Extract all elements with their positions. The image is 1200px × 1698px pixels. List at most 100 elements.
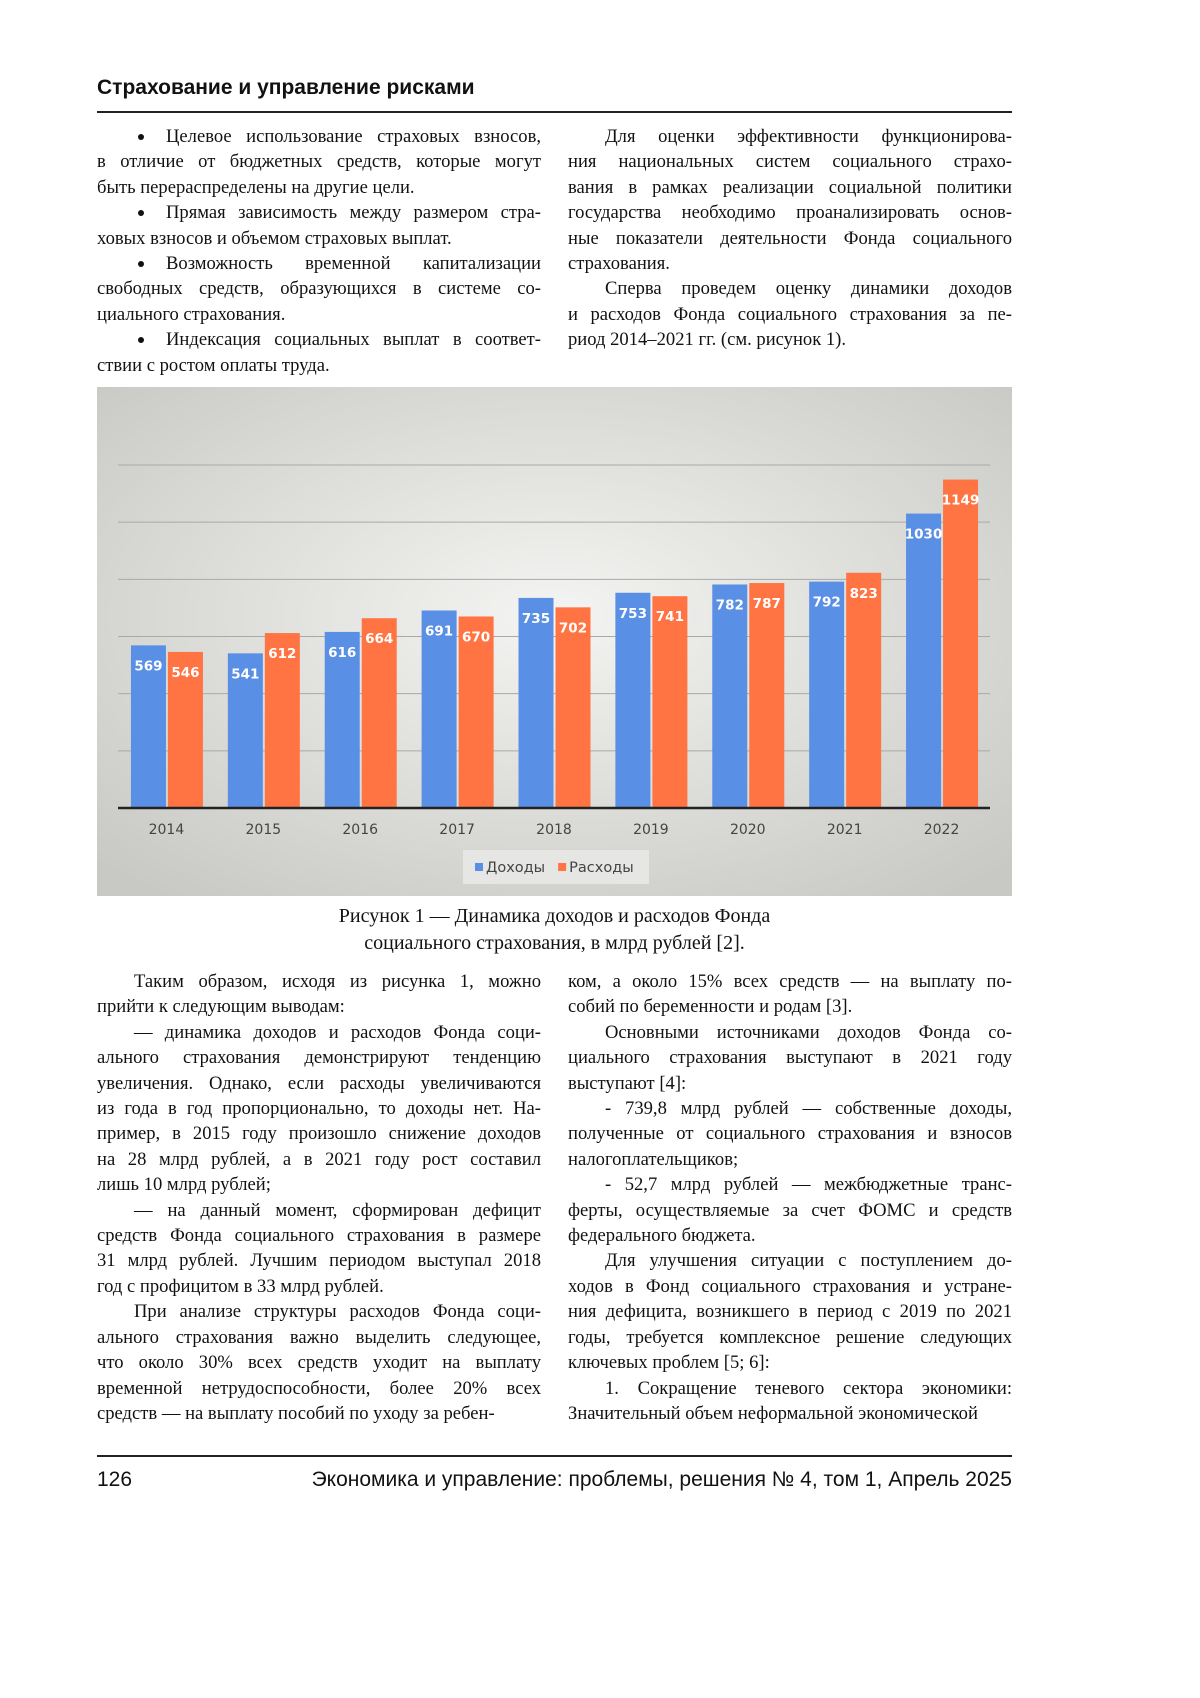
- paragraph: Таким образом, исходя из рисунка 1, можн…: [97, 969, 541, 1020]
- text: Сперва проведем оценку динамики доходов: [605, 278, 1012, 299]
- paragraph: Для улучшения ситуации с поступлением до…: [568, 1248, 1012, 1375]
- x-tick-label: 2018: [536, 822, 572, 838]
- bullet: [138, 261, 144, 267]
- caption-line: Рисунок 1 — Динамика доходов и расходов …: [97, 903, 1012, 930]
- text: - 739,8 млрд рублей — собственные доходы…: [605, 1098, 1012, 1119]
- text-line: циального страхования выступают в 2021 г…: [568, 1045, 1012, 1070]
- bar: [519, 598, 554, 808]
- x-tick-label: 2020: [730, 822, 766, 838]
- header-rule: [97, 111, 1012, 113]
- running-header: Страхование и управление рисками: [97, 76, 475, 100]
- value-label: 782: [716, 597, 744, 613]
- text-line: ключевых проблем [5; 6]:: [568, 1350, 1012, 1375]
- legend-swatch: [475, 863, 483, 871]
- value-label: 753: [619, 606, 647, 622]
- value-label: 787: [753, 596, 781, 612]
- text: — на данный момент, сформирован дефицит: [134, 1200, 541, 1221]
- text-line: что около 30% всех средств уходит на вып…: [97, 1350, 541, 1375]
- text: ального страхования демонстрируют тенден…: [97, 1047, 541, 1068]
- bullet: [138, 337, 144, 343]
- value-label: 735: [522, 611, 550, 627]
- text: Значительный объем неформальной экономич…: [568, 1403, 978, 1424]
- text-line: в отличие от бюджетных средств, которые …: [97, 149, 541, 174]
- text-line: увеличения. Однако, если расходы увеличи…: [97, 1071, 541, 1096]
- chart: 2014569546201554161220166166642017691670…: [97, 387, 1012, 896]
- text: ходов в Фонд социального страхования и у…: [568, 1276, 1012, 1297]
- text-line: ховых взносов и объемом страховых выплат…: [97, 226, 541, 251]
- text-line: Для оценки эффективности функционирова-: [568, 124, 1012, 149]
- text-line: Таким образом, исходя из рисунка 1, можн…: [97, 969, 541, 994]
- page-number: 126: [97, 1468, 132, 1492]
- value-label: 702: [559, 620, 587, 636]
- text-line: ходов в Фонд социального страхования и у…: [568, 1274, 1012, 1299]
- column: Целевое использование страховых взносов,…: [97, 124, 541, 378]
- text-line: При анализе структуры расходов Фонда соц…: [97, 1299, 541, 1324]
- bar: [422, 610, 457, 808]
- text: риод 2014–2021 гг. (см. рисунок 1).: [568, 329, 846, 350]
- value-label: 741: [656, 609, 684, 625]
- text-line: и расходов Фонда социального страхования…: [568, 302, 1012, 327]
- text: Для оценки эффективности функционирова-: [605, 126, 1012, 147]
- x-tick-label: 2022: [924, 822, 960, 838]
- bar: [809, 582, 844, 808]
- text: быть перераспределены на другие цели.: [97, 177, 415, 198]
- text-line: федерального бюджета.: [568, 1223, 1012, 1248]
- x-tick-label: 2014: [149, 822, 185, 838]
- text: увеличения. Однако, если расходы увеличи…: [97, 1073, 541, 1094]
- paragraph: — динамика доходов и расходов Фонда соци…: [97, 1020, 541, 1198]
- text: налогоплательщиков;: [568, 1149, 738, 1170]
- text: и расходов Фонда социального страхования…: [568, 304, 1012, 325]
- caption-line: социального страхования, в млрд рублей […: [97, 930, 1012, 957]
- text: год с профицитом в 33 млрд рублей.: [97, 1276, 384, 1297]
- text-line: ком, а около 15% всех средств — на выпла…: [568, 969, 1012, 994]
- legend-label: Расходы: [569, 860, 634, 876]
- text-line: временной нетрудоспособности, более 20% …: [97, 1376, 541, 1401]
- value-label: 823: [850, 586, 878, 602]
- text: ния национальных систем социального стра…: [568, 151, 1012, 172]
- text: ния дефицита, возникшего в период с 2019…: [568, 1301, 1012, 1322]
- value-label: 546: [171, 665, 199, 681]
- paragraph: Возможность временной капитализациисвобо…: [97, 251, 541, 327]
- text-line: Значительный объем неформальной экономич…: [568, 1401, 1012, 1426]
- text-line: ные показатели деятельности Фонда социал…: [568, 226, 1012, 251]
- paragraph: Целевое использование страховых взносов,…: [97, 124, 541, 200]
- text-line: циального страхования.: [97, 302, 541, 327]
- journal-name: Экономика и управление: проблемы, решени…: [312, 1468, 1012, 1492]
- bullet: [138, 134, 144, 140]
- text-line: 1. Сокращение теневого сектора экономики…: [568, 1376, 1012, 1401]
- text: ховых взносов и объемом страховых выплат…: [97, 228, 452, 249]
- text-line: страхования.: [568, 251, 1012, 276]
- text: страхования.: [568, 253, 670, 274]
- x-tick-label: 2021: [827, 822, 863, 838]
- text-line: - 52,7 млрд рублей — межбюджетные транс-: [568, 1172, 1012, 1197]
- text: - 52,7 млрд рублей — межбюджетные транс-: [605, 1174, 1012, 1195]
- text-line: собий по беременности и родам [3].: [568, 994, 1012, 1019]
- value-label: 1030: [905, 527, 943, 543]
- text: собий по беременности и родам [3].: [568, 996, 852, 1017]
- text-line: 31 млрд рублей. Лучшим периодом выступал…: [97, 1248, 541, 1273]
- paragraph: При анализе структуры расходов Фонда соц…: [97, 1299, 541, 1426]
- text-line: — на данный момент, сформирован дефицит: [97, 1198, 541, 1223]
- text-line: ния национальных систем социального стра…: [568, 149, 1012, 174]
- text-line: ального страхования демонстрируют тенден…: [97, 1045, 541, 1070]
- text: ные показатели деятельности Фонда социал…: [568, 228, 1012, 249]
- x-tick-label: 2015: [246, 822, 282, 838]
- text: ального страхования важно выделить следу…: [97, 1327, 541, 1348]
- text: в отличие от бюджетных средств, которые …: [97, 151, 541, 172]
- text-line: полученные от социального страхования и …: [568, 1121, 1012, 1146]
- value-label: 569: [134, 658, 162, 674]
- text: вания в рамках реализации социальной пол…: [568, 177, 1012, 198]
- value-label: 612: [268, 646, 296, 662]
- text: временной нетрудоспособности, более 20% …: [97, 1378, 541, 1399]
- text-line: прийти к следующим выводам:: [97, 994, 541, 1019]
- text-line: быть перераспределены на другие цели.: [97, 175, 541, 200]
- legend-label: Доходы: [486, 860, 545, 876]
- column: ком, а около 15% всех средств — на выпла…: [568, 969, 1012, 1426]
- text-line: Возможность временной капитализации: [97, 251, 541, 276]
- text: из года в год пропорционально, то доходы…: [97, 1098, 541, 1119]
- text: что около 30% всех средств уходит на вып…: [97, 1352, 541, 1373]
- text: свободных средств, образующихся в систем…: [97, 278, 541, 299]
- text: средств — на выплату пособий по уходу за…: [97, 1403, 495, 1424]
- text-line: ствии с ростом оплаты труда.: [97, 353, 541, 378]
